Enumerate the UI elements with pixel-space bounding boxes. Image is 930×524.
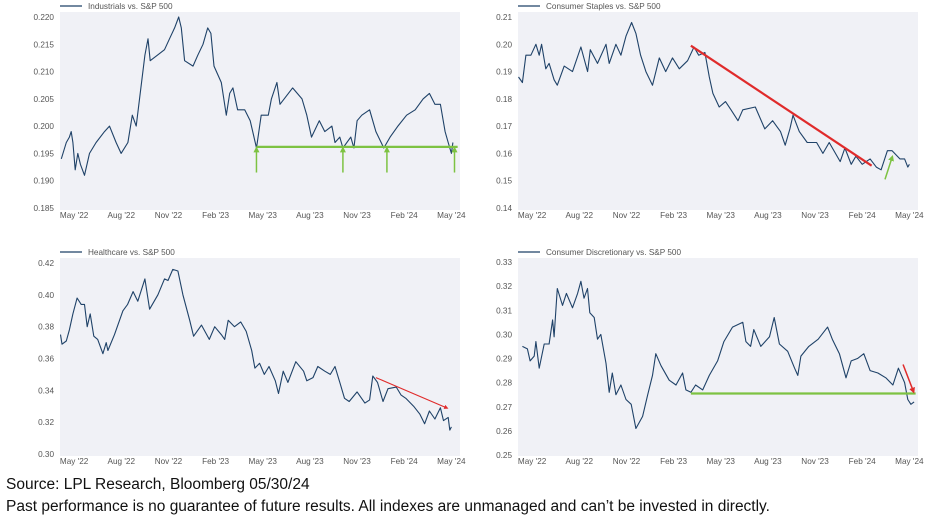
plot-background — [518, 12, 918, 210]
trend-arrow — [375, 377, 449, 409]
x-tick-label: May '22 — [518, 211, 547, 220]
x-tick-label: Aug '22 — [108, 211, 136, 220]
x-tick-label: May '23 — [249, 457, 278, 466]
y-tick-label: 0.220 — [34, 13, 55, 22]
y-tick-label: 0.25 — [496, 451, 512, 460]
legend-label: Healthcare vs. S&P 500 — [88, 248, 175, 257]
y-tick-label: 0.18 — [496, 95, 512, 104]
y-tick-label: 0.14 — [496, 204, 512, 213]
y-tick-label: 0.32 — [496, 282, 512, 291]
y-tick-label: 0.205 — [34, 95, 55, 104]
y-tick-label: 0.210 — [34, 68, 55, 77]
y-tick-label: 0.185 — [34, 204, 55, 213]
y-tick-label: 0.17 — [496, 122, 512, 131]
x-tick-label: Nov '22 — [155, 211, 183, 220]
x-tick-label: Nov '22 — [613, 457, 641, 466]
x-tick-label: Feb '23 — [660, 457, 687, 466]
series-line — [59, 268, 452, 431]
y-tick-label: 0.36 — [38, 355, 54, 364]
y-tick-label: 0.19 — [496, 68, 512, 77]
y-tick-label: 0.26 — [496, 427, 512, 436]
legend-label: Consumer Discretionary vs. S&P 500 — [546, 248, 681, 257]
x-tick-label: May '24 — [437, 211, 466, 220]
chart-panel-2: Consumer Staples vs. S&P 500 0.14 0.15 0.16… — [496, 2, 924, 220]
x-tick-label: May '22 — [518, 457, 547, 466]
series-line — [60, 16, 454, 176]
y-tick-label: 0.29 — [496, 355, 512, 364]
y-tick-label: 0.32 — [38, 418, 54, 427]
plot-background — [518, 258, 918, 456]
x-tick-label: Feb '23 — [202, 457, 229, 466]
x-tick-label: Nov '22 — [155, 457, 183, 466]
chart-panel-3: Healthcare vs. S&P 500 0.30 0.32 0.34 0.36 0.… — [38, 248, 466, 466]
x-tick-label: Feb '24 — [391, 211, 418, 220]
x-tick-label: May '24 — [437, 457, 466, 466]
legend-label: Consumer Staples vs. S&P 500 — [546, 2, 661, 11]
y-tick-label: 0.215 — [34, 40, 55, 49]
x-tick-label: Aug '22 — [566, 457, 594, 466]
y-tick-label: 0.30 — [496, 330, 512, 339]
y-tick-label: 0.20 — [496, 40, 512, 49]
x-tick-label: May '24 — [895, 457, 924, 466]
x-tick-label: Aug '22 — [108, 457, 136, 466]
legend-label: Industrials vs. S&P 500 — [88, 2, 173, 11]
trend-arrow — [902, 364, 915, 394]
x-tick-label: Nov '23 — [343, 457, 371, 466]
x-tick-label: Aug '23 — [754, 457, 782, 466]
x-tick-label: May '22 — [60, 211, 89, 220]
x-tick-label: Feb '23 — [202, 211, 229, 220]
plot-background — [60, 12, 460, 210]
x-tick-label: May '22 — [60, 457, 89, 466]
x-tick-label: Nov '22 — [613, 211, 641, 220]
y-tick-label: 0.195 — [34, 149, 55, 158]
chart-panel-1: Industrials vs. S&P 500 0.185 0.190 0.195 0.… — [34, 2, 467, 220]
x-tick-label: May '24 — [895, 211, 924, 220]
x-tick-label: Aug '22 — [566, 211, 594, 220]
x-tick-label: Aug '23 — [296, 211, 324, 220]
disclaimer: Past performance is no guarantee of futu… — [6, 498, 770, 515]
y-tick-label: 0.15 — [496, 177, 512, 186]
chart-panel-4: Consumer Discretionary vs. S&P 500 0.25 0.… — [496, 248, 924, 466]
y-tick-label: 0.34 — [38, 386, 54, 395]
y-tick-label: 0.28 — [496, 379, 512, 388]
trend-line — [690, 44, 873, 167]
x-tick-label: Feb '24 — [391, 457, 418, 466]
y-tick-label: 0.30 — [38, 450, 54, 459]
x-tick-label: May '23 — [707, 211, 736, 220]
x-tick-label: Feb '23 — [660, 211, 687, 220]
y-tick-label: 0.40 — [38, 291, 54, 300]
y-tick-label: 0.200 — [34, 122, 55, 131]
y-tick-label: 0.27 — [496, 403, 512, 412]
y-tick-label: 0.33 — [496, 258, 512, 267]
y-tick-label: 0.21 — [496, 13, 512, 22]
x-tick-label: May '23 — [707, 457, 736, 466]
y-tick-label: 0.31 — [496, 306, 512, 315]
x-tick-label: Nov '23 — [343, 211, 371, 220]
x-tick-label: Aug '23 — [296, 457, 324, 466]
y-tick-label: 0.42 — [38, 259, 54, 268]
plot-background — [60, 258, 460, 456]
x-tick-label: Nov '23 — [801, 457, 829, 466]
x-tick-label: Feb '24 — [849, 211, 876, 220]
x-tick-label: Feb '24 — [849, 457, 876, 466]
x-tick-label: Nov '23 — [801, 211, 829, 220]
x-tick-label: Aug '23 — [754, 211, 782, 220]
series-line — [522, 280, 915, 430]
source-note: Source: LPL Research, Bloomberg 05/30/24 — [6, 476, 310, 493]
support-arrow — [884, 154, 894, 180]
y-tick-label: 0.38 — [38, 323, 54, 332]
x-tick-label: May '23 — [249, 211, 278, 220]
charts-grid: Industrials vs. S&P 500 0.185 0.190 0.195 0.… — [34, 2, 925, 466]
y-tick-label: 0.16 — [496, 149, 512, 158]
y-tick-label: 0.190 — [34, 177, 55, 186]
